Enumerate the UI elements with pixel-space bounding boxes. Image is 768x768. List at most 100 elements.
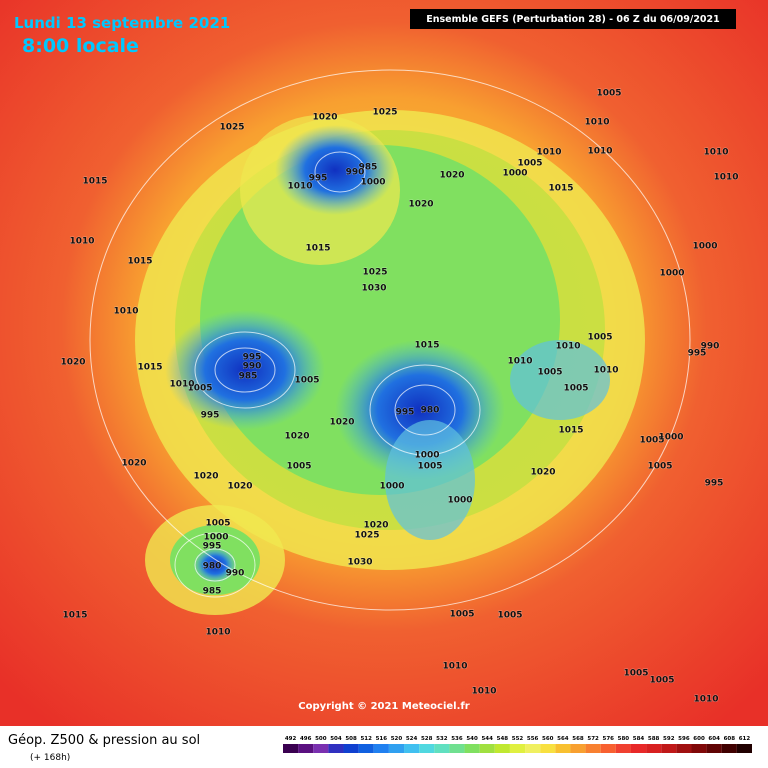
isobar-label: 1015 (548, 184, 573, 194)
color-scale: 492 496 500 504 508 512 516 520 524 528 532 536 540 5… (283, 736, 752, 753)
time: 8:00 locale (22, 35, 139, 57)
isobar-label: 995 (309, 174, 328, 184)
isobar-label: 1020 (408, 200, 433, 210)
isobar-label: 1025 (372, 108, 397, 118)
isobar-label: 1005 (596, 89, 621, 99)
isobar-label: 985 (359, 163, 378, 173)
scale-swatch (313, 744, 329, 753)
scale-tick-label: 604 (708, 736, 720, 742)
isobar-label: 1005 (449, 610, 474, 620)
isobar-label: 980 (203, 562, 222, 572)
isobar-label: 1005 (587, 333, 612, 343)
isobar-label: 980 (421, 406, 440, 416)
isobar-label: 1000 (360, 178, 385, 188)
scale-tick-label: 524 (406, 736, 418, 742)
isobar-label: 1005 (623, 669, 648, 679)
isobar-label: 990 (346, 168, 365, 178)
isobar-label: 1025 (219, 123, 244, 133)
scale-swatch (646, 744, 662, 753)
isobar-label: 1010 (703, 148, 728, 158)
scale-tick-label: 492 (285, 736, 297, 742)
scale-tick-label: 580 (618, 736, 630, 742)
isobar-label: 1005 (639, 436, 664, 446)
isobar-label: 1010 (555, 342, 580, 352)
isobar-label: 1010 (169, 380, 194, 390)
scale-swatch (343, 744, 359, 753)
scale-swatch (706, 744, 722, 753)
isobar-label: 1010 (693, 695, 718, 705)
date: Lundi 13 septembre 2021 (14, 14, 230, 32)
isobar-label: 1005 (417, 462, 442, 472)
isobar-label: 1010 (713, 173, 738, 183)
isobar-label: 1000 (502, 169, 527, 179)
scale-swatch (691, 744, 707, 753)
isobar-label: 1010 (593, 366, 618, 376)
scale-swatch (661, 744, 677, 753)
isobar-label: 1015 (137, 363, 162, 373)
scale-tick-label: 576 (603, 736, 615, 742)
isobar-label: 1005 (563, 384, 588, 394)
isobar-label: 1020 (439, 171, 464, 181)
scale-tick-label: 600 (693, 736, 705, 742)
scale-swatch (449, 744, 465, 753)
scale-swatch (676, 744, 692, 753)
isobar-label: 1010 (584, 118, 609, 128)
isobar-label: 985 (239, 372, 258, 382)
scale-tick-label: 552 (512, 736, 524, 742)
isobar-label: 1005 (537, 368, 562, 378)
scale-tick-label: 520 (391, 736, 403, 742)
scale-tick-label: 608 (724, 736, 736, 742)
legend-title: Géop. Z500 & pression au sol (8, 733, 200, 748)
isobar-label: 1005 (517, 159, 542, 169)
isobar-label: 1000 (659, 269, 684, 279)
isobar-label: 1005 (294, 376, 319, 386)
scale-swatch (373, 744, 389, 753)
lead-time: (+ 168h) (30, 753, 70, 763)
scale-swatch (298, 744, 314, 753)
isobar-label: 1015 (305, 244, 330, 254)
isobar-label: 1005 (205, 519, 230, 529)
isobar-label: 1020 (60, 358, 85, 368)
isobar-label: 1005 (647, 462, 672, 472)
isobar-label: 1020 (363, 521, 388, 531)
isobar-label: 1020 (193, 472, 218, 482)
scale-tick-label: 588 (648, 736, 660, 742)
scale-tick-label: 596 (678, 736, 690, 742)
scale-tick-label: 500 (315, 736, 327, 742)
scale-swatch (388, 744, 405, 753)
isobar-label: 1015 (62, 611, 87, 621)
scale-tick-label: 504 (330, 736, 342, 742)
isobar-label: 1000 (379, 482, 404, 492)
isobar-label: 990 (243, 362, 262, 372)
scale-swatch (570, 744, 586, 753)
map-background (0, 0, 768, 726)
scale-swatch (525, 744, 541, 753)
model-box (410, 9, 736, 29)
isobar-label: 1010 (507, 357, 532, 367)
isobar-label: 1015 (82, 177, 107, 187)
isobar-label: 995 (201, 411, 220, 421)
isobar-label: 1030 (347, 558, 372, 568)
scale-swatch (479, 744, 495, 753)
isobar-label: 1010 (287, 182, 312, 192)
isobar-label: 995 (705, 479, 724, 489)
isobar-label: 995 (243, 353, 262, 363)
copyright: Copyright © 2021 Meteociel.fr (298, 701, 469, 712)
scale-tick-label: 560 (542, 736, 554, 742)
isobar-label: 1000 (414, 451, 439, 461)
scale-swatch (283, 744, 299, 753)
scale-swatch (328, 744, 344, 753)
isobar-label: 1020 (121, 459, 146, 469)
scale-tick-label: 528 (421, 736, 433, 742)
scale-swatch (630, 744, 647, 753)
isobar-label: 1020 (284, 432, 309, 442)
scale-tick-label: 584 (633, 736, 645, 742)
isobar-label: 1005 (187, 384, 212, 394)
scale-swatch (615, 744, 631, 753)
isobar-label: 1000 (692, 242, 717, 252)
isobar-label: 1010 (587, 147, 612, 157)
isobar-label: 1025 (354, 531, 379, 541)
isobar-label: 985 (203, 587, 222, 597)
